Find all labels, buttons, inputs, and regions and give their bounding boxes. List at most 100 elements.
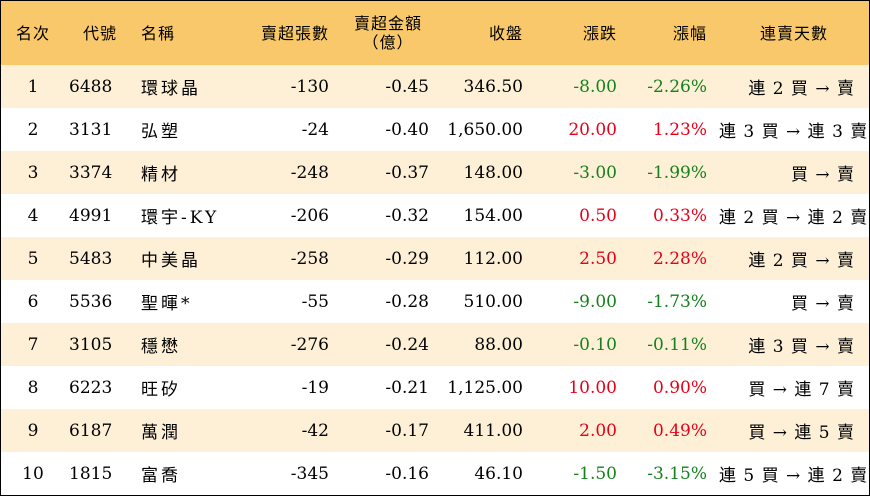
table-row: 5 5483 中美晶 -258 -0.29 112.00 2.50 2.28% 連 2 買 → … — [1, 237, 869, 280]
header-net-sell-lots: 賣超張數 — [260, 23, 329, 43]
name-cell: 精材 — [141, 165, 181, 185]
table-row: 1 6488 環球晶 -130 -0.45 346.50 -8.00 -2.26% 連 2 買 … — [1, 65, 869, 108]
table-row: 3 3374 精材 -248 -0.37 148.00 -3.00 -1.99% 買 → 賣 — [1, 151, 869, 194]
header-code: 代號 — [82, 23, 117, 43]
change-cell: -1.50 — [573, 463, 617, 484]
header-net-sell-amount-line2: （億） — [362, 33, 414, 52]
table-row: 4 4991 環宇-KY -206 -0.32 154.00 0.50 0.33% 連 2 買 … — [1, 194, 869, 237]
code-cell: 3131 — [69, 119, 113, 140]
table-row: 9 6187 萬潤 -42 -0.17 411.00 2.00 0.49% 買 → 連 5 賣 — [1, 409, 869, 452]
header-rank: 名次 — [15, 23, 50, 43]
table-body: 1 6488 環球晶 -130 -0.45 346.50 -8.00 -2.26% 連 2 買 … — [1, 65, 869, 495]
net-sell-amount-cell: -0.21 — [385, 377, 429, 398]
rank-cell: 4 — [27, 205, 39, 226]
change-pct-cell: -1.73% — [647, 291, 707, 312]
change-pct-cell: 0.90% — [652, 377, 707, 398]
name-cell: 弘塑 — [141, 122, 181, 142]
change-cell: 2.50 — [579, 248, 617, 269]
change-cell: -0.10 — [573, 334, 617, 355]
change-pct-cell: -3.15% — [647, 463, 707, 484]
streak-cell: 連 3 買 → 連 3 賣 — [719, 122, 869, 142]
rank-cell: 6 — [27, 291, 39, 312]
code-cell: 6187 — [69, 420, 113, 441]
name-cell: 環球晶 — [141, 79, 201, 99]
change-pct-cell: -2.26% — [647, 76, 707, 97]
net-sell-lots-cell: -55 — [301, 291, 329, 312]
header-name: 名稱 — [141, 23, 176, 43]
close-price-cell: 112.00 — [463, 248, 523, 269]
close-price-cell: 154.00 — [463, 205, 523, 226]
close-price-cell: 148.00 — [463, 162, 523, 183]
net-sell-amount-cell: -0.17 — [385, 420, 429, 441]
streak-cell: 連 3 買 → 賣 — [748, 337, 855, 357]
table-row: 8 6223 旺矽 -19 -0.21 1,125.00 10.00 0.90% 買 → 連 7… — [1, 366, 869, 409]
close-price-cell: 510.00 — [463, 291, 523, 312]
net-sell-amount-cell: -0.37 — [385, 162, 429, 183]
rank-cell: 3 — [27, 162, 39, 183]
table-header-row: 名次 代號 名稱 賣超張數 賣超金額 （億） 收盤 漲跌 漲幅 連賣天數 — [1, 1, 869, 65]
change-cell: -8.00 — [573, 76, 617, 97]
name-cell: 環宇-KY — [141, 208, 220, 228]
streak-cell: 買 → 連 7 賣 — [748, 380, 855, 400]
rank-cell: 1 — [27, 76, 39, 97]
net-sell-amount-cell: -0.16 — [385, 463, 429, 484]
header-net-sell-amount: 賣超金額 （億） — [335, 1, 441, 65]
code-cell: 3105 — [69, 334, 113, 355]
change-cell: -9.00 — [573, 291, 617, 312]
change-pct-cell: 2.28% — [652, 248, 707, 269]
net-sell-lots-cell: -248 — [290, 162, 329, 183]
header-streak: 連賣天數 — [759, 23, 828, 43]
net-sell-amount-cell: -0.40 — [385, 119, 429, 140]
rank-cell: 7 — [27, 334, 39, 355]
change-pct-cell: -0.11% — [647, 334, 707, 355]
close-price-cell: 346.50 — [463, 76, 523, 97]
rank-cell: 9 — [27, 420, 39, 441]
net-sell-lots-cell: -42 — [301, 420, 329, 441]
table-row: 6 5536 聖暉* -55 -0.28 510.00 -9.00 -1.73% 買 → 賣 — [1, 280, 869, 323]
code-cell: 6488 — [69, 76, 113, 97]
code-cell: 5483 — [69, 248, 113, 269]
name-cell: 穩懋 — [141, 337, 181, 357]
rank-cell: 5 — [27, 248, 39, 269]
change-pct-cell: 0.49% — [652, 420, 707, 441]
name-cell: 中美晶 — [141, 251, 201, 271]
header-net-sell-amount-line1: 賣超金額 — [353, 14, 422, 33]
name-cell: 聖暉* — [141, 294, 193, 314]
change-cell: 20.00 — [568, 119, 617, 140]
streak-cell: 買 → 賣 — [790, 294, 855, 314]
change-cell: 2.00 — [579, 420, 617, 441]
rank-cell: 2 — [27, 119, 39, 140]
net-sell-amount-cell: -0.24 — [385, 334, 429, 355]
streak-cell: 連 2 買 → 賣 — [748, 79, 855, 99]
net-sell-lots-cell: -24 — [301, 119, 329, 140]
streak-cell: 買 → 連 5 賣 — [748, 423, 855, 443]
header-close: 收盤 — [488, 23, 523, 43]
close-price-cell: 88.00 — [474, 334, 523, 355]
close-price-cell: 1,125.00 — [447, 377, 523, 398]
code-cell: 5536 — [69, 291, 113, 312]
header-change: 漲跌 — [582, 23, 617, 43]
net-sell-amount-cell: -0.28 — [385, 291, 429, 312]
net-sell-lots-cell: -19 — [301, 377, 329, 398]
net-sell-lots-cell: -276 — [290, 334, 329, 355]
change-pct-cell: 1.23% — [652, 119, 707, 140]
close-price-cell: 46.10 — [474, 463, 523, 484]
name-cell: 萬潤 — [141, 423, 181, 443]
net-sell-lots-cell: -258 — [290, 248, 329, 269]
code-cell: 6223 — [69, 377, 113, 398]
close-price-cell: 1,650.00 — [447, 119, 523, 140]
net-sell-lots-cell: -345 — [290, 463, 329, 484]
streak-cell: 買 → 賣 — [790, 165, 855, 185]
rank-cell: 8 — [27, 377, 39, 398]
table-row: 10 1815 富喬 -345 -0.16 46.10 -1.50 -3.15% 連 5 買 →… — [1, 452, 869, 495]
name-cell: 旺矽 — [141, 380, 181, 400]
change-cell: 10.00 — [568, 377, 617, 398]
name-cell: 富喬 — [141, 466, 181, 486]
net-sell-lots-cell: -206 — [290, 205, 329, 226]
table-row: 7 3105 穩懋 -276 -0.24 88.00 -0.10 -0.11% 連 3 買 → … — [1, 323, 869, 366]
streak-cell: 連 2 買 → 連 2 賣 — [719, 208, 869, 228]
change-pct-cell: 0.33% — [652, 205, 707, 226]
net-sell-amount-cell: -0.32 — [385, 205, 429, 226]
